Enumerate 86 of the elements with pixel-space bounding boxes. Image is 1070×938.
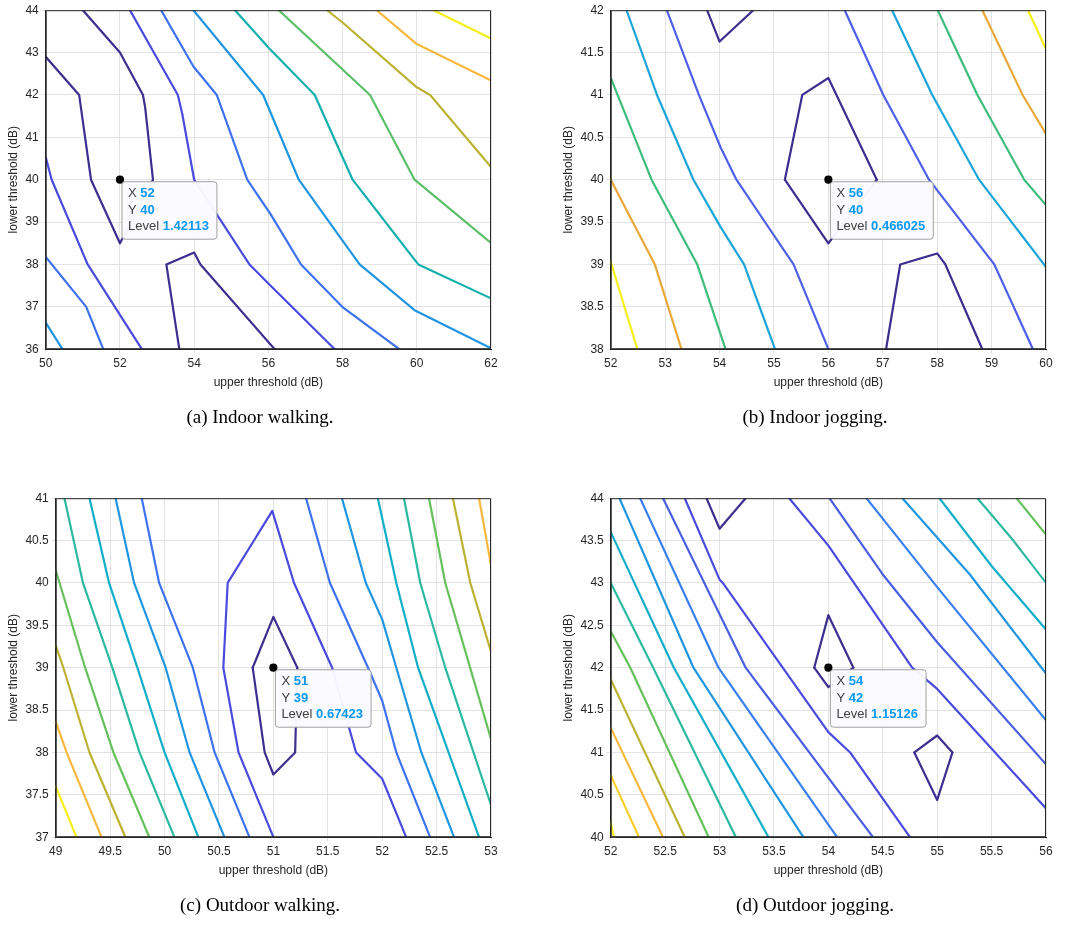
annotation: X 54 Y 42 Level 1.15126 (836, 673, 919, 722)
y-tick-label: 42 (25, 87, 40, 102)
y-tick-label: 41 (35, 490, 50, 505)
x-tick-label: 60 (410, 355, 424, 370)
y-tick-label: 40.5 (580, 787, 605, 802)
y-axis-title: lower threshold (dB) (5, 126, 20, 234)
y-tick-label: 40 (25, 172, 40, 187)
x-tick-label: 51.5 (316, 843, 340, 858)
y-tick-label: 41 (590, 744, 605, 759)
y-axis-title: lower threshold (dB) (560, 126, 575, 234)
x-tick-label: 54.5 (871, 843, 895, 858)
y-tick-label: 38 (35, 744, 50, 759)
y-tick-label: 36 (25, 341, 40, 356)
y-tick-label: 43 (590, 575, 605, 590)
y-tick-label: 40.5 (25, 532, 50, 547)
x-tick-label: 60 (1039, 355, 1053, 370)
x-tick-label: 56 (261, 355, 276, 370)
y-tick-label: 37.5 (25, 787, 50, 802)
x-tick-label: 56 (1039, 843, 1053, 858)
x-tick-label: 57 (876, 355, 890, 370)
x-tick-label: 52 (604, 843, 618, 858)
y-axis-title: lower threshold (dB) (560, 614, 575, 722)
y-tick-label: 44 (25, 2, 40, 17)
text: (d) Outdoor jogging. (735, 894, 895, 916)
y-axis-title: lower threshold (dB) (5, 614, 20, 722)
y-tick-label: 42 (590, 2, 605, 17)
annotation: X 52 Y 40 Level 1.42113 (127, 185, 209, 234)
y-tick-label: 38 (590, 341, 605, 356)
x-tick-label: 53 (658, 355, 673, 370)
text: (a) Indoor walking. (185, 406, 335, 428)
x-tick-label: 54 (712, 355, 727, 370)
x-tick-label: 49 (49, 843, 63, 858)
y-tick-label: 37 (35, 829, 50, 844)
x-axis-title: upper threshold (dB) (773, 863, 884, 878)
y-tick-label: 39.5 (580, 214, 605, 229)
x-tick-label: 52.5 (653, 843, 678, 858)
x-tick-label: 49.5 (98, 843, 123, 858)
x-tick-label: 53 (484, 843, 498, 858)
y-tick-label: 40 (590, 172, 605, 187)
y-tick-label: 43.5 (580, 532, 605, 547)
y-tick-label: 38.5 (25, 702, 50, 717)
x-tick-label: 54 (187, 355, 202, 370)
x-tick-label: 52 (113, 355, 127, 370)
y-tick-label: 37 (25, 299, 40, 314)
text: (c) Outdoor walking. (179, 894, 341, 916)
y-tick-label: 40 (35, 575, 50, 590)
y-tick-label: 39 (590, 256, 605, 271)
x-tick-label: 51 (266, 843, 281, 858)
x-tick-label: 53 (712, 843, 727, 858)
x-axis-title: upper threshold (dB) (213, 375, 324, 390)
x-tick-label: 62 (484, 355, 498, 370)
x-tick-label: 55 (767, 355, 781, 370)
x-tick-label: 58 (930, 355, 945, 370)
y-tick-label: 41.5 (580, 702, 605, 717)
x-tick-label: 52.5 (424, 843, 449, 858)
y-tick-label: 42 (590, 660, 605, 675)
x-axis-title: upper threshold (dB) (218, 863, 329, 878)
annotation: X 56 Y 40 Level 0.466025 (836, 185, 926, 234)
y-tick-label: 40 (590, 829, 605, 844)
y-tick-label: 38.5 (580, 299, 605, 314)
text: (b) Indoor jogging. (741, 406, 889, 428)
y-tick-label: 38 (25, 256, 40, 271)
x-tick-label: 55.5 (979, 843, 1004, 858)
y-tick-label: 43 (25, 44, 40, 59)
x-tick-label: 50.5 (207, 843, 231, 858)
y-tick-label: 39 (35, 660, 50, 675)
x-tick-label: 54 (821, 843, 836, 858)
x-tick-label: 55 (930, 843, 945, 858)
x-tick-label: 52 (604, 355, 618, 370)
x-tick-label: 58 (335, 355, 350, 370)
x-tick-label: 52 (375, 843, 390, 858)
y-tick-label: 41 (590, 87, 605, 102)
x-tick-label: 59 (984, 355, 999, 370)
y-tick-label: 41 (25, 129, 40, 144)
y-tick-label: 42.5 (580, 617, 605, 632)
x-tick-label: 56 (821, 355, 836, 370)
y-tick-label: 41.5 (580, 44, 605, 59)
y-tick-label: 39 (25, 214, 40, 229)
x-tick-label: 50 (157, 843, 172, 858)
y-tick-label: 44 (590, 490, 605, 505)
x-tick-label: 50 (39, 355, 53, 370)
y-tick-label: 39.5 (25, 617, 50, 632)
x-axis-title: upper threshold (dB) (773, 375, 884, 390)
y-tick-label: 40.5 (580, 129, 605, 144)
x-tick-label: 53.5 (762, 843, 786, 858)
annotation: X 51 Y 39 Level 0.67423 (281, 673, 364, 722)
